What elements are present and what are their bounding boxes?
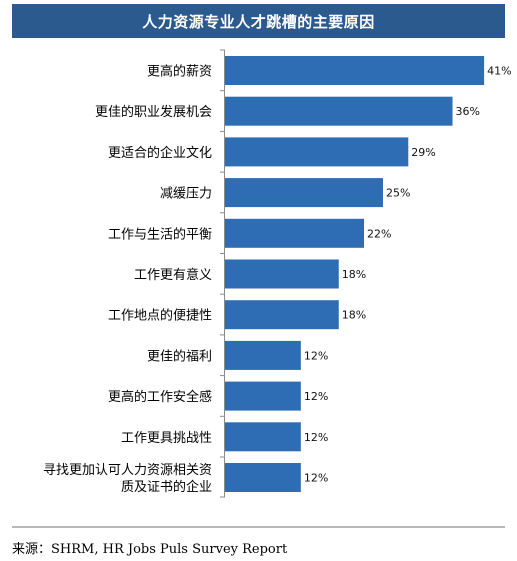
source-note: 来源：SHRM, HR Jobs Puls Survey Report xyxy=(12,542,288,557)
value-label-11: 12% xyxy=(304,472,328,485)
bar-8 xyxy=(225,340,301,370)
category-label-10: 工作更具挑战性 xyxy=(121,431,212,446)
bar-10 xyxy=(225,422,301,452)
bar-2 xyxy=(225,96,453,126)
value-label-8: 12% xyxy=(304,349,328,362)
category-label-7: 工作地点的便捷性 xyxy=(108,308,212,324)
bar-7 xyxy=(225,300,339,330)
bar-9 xyxy=(225,381,301,411)
category-label-2: 更佳的职业发展机会 xyxy=(95,104,212,120)
value-label-6: 18% xyxy=(342,268,366,281)
category-label-6: 工作更有意义 xyxy=(134,267,212,283)
value-label-4: 25% xyxy=(386,187,410,200)
category-label-11-line-2: 质及证书的企业 xyxy=(121,479,212,495)
category-label-8: 更佳的福利 xyxy=(147,348,212,364)
value-label-7: 18% xyxy=(342,309,366,322)
bar-6 xyxy=(225,259,339,289)
category-label-1: 更高的薪资 xyxy=(147,64,212,80)
chart-title: 人力资源专业人才跳槽的主要原因 xyxy=(12,4,505,38)
category-label-4: 减缓压力 xyxy=(160,187,212,202)
value-label-2: 36% xyxy=(456,105,480,118)
value-label-5: 22% xyxy=(367,227,391,240)
bar-11 xyxy=(225,463,301,492)
bar-5 xyxy=(225,218,365,248)
category-label-5: 工作与生活的平衡 xyxy=(108,226,212,242)
category-label-3: 更适合的企业文化 xyxy=(108,145,212,161)
bar-3 xyxy=(225,137,409,167)
value-label-9: 12% xyxy=(304,390,328,403)
bar-1 xyxy=(225,56,485,85)
value-label-10: 12% xyxy=(304,431,328,444)
value-label-3: 29% xyxy=(411,146,435,159)
category-label-11-line-1: 寻找更加认可人力资源相关资 xyxy=(43,463,212,478)
value-label-1: 41% xyxy=(487,65,511,78)
bar-4 xyxy=(225,178,383,208)
category-label-9: 更高的工作安全感 xyxy=(108,389,212,405)
